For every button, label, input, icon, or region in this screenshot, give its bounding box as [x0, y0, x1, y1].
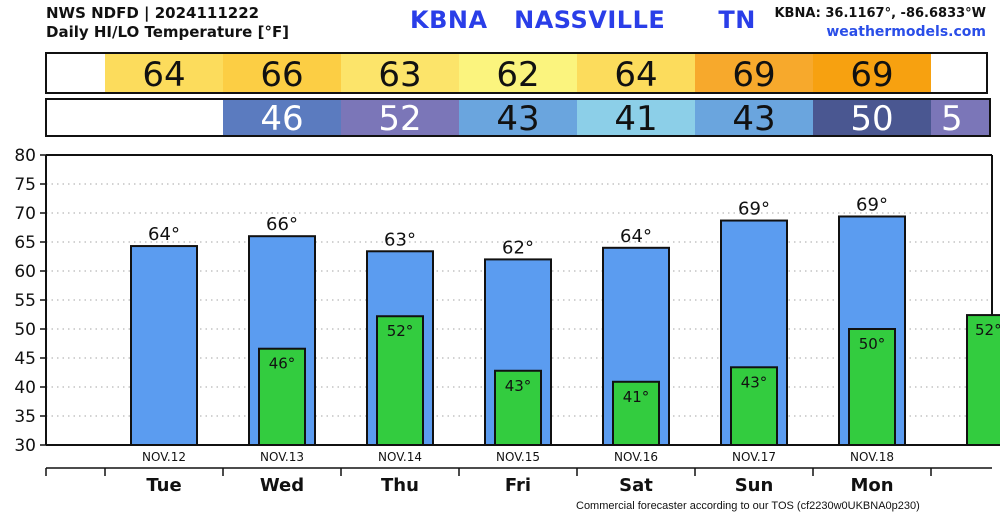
lo-temp-strip: 46 52 43 41 43 50 5 [45, 98, 991, 139]
lo-strip-border [45, 98, 991, 137]
hi-strip-cell [223, 53, 341, 93]
x-date-label: NOV.18 [850, 450, 894, 464]
site-link[interactable]: weathermodels.com [826, 24, 986, 40]
x-day-label: Thu [381, 475, 419, 496]
hi-strip-cell [931, 53, 987, 93]
lo-strip-cell [695, 99, 813, 136]
header-left: NWS NDFD | 2024111222 Daily HI/LO Temper… [46, 4, 289, 42]
hi-strip-cell [105, 53, 223, 93]
x-date-label: NOV.15 [496, 450, 540, 464]
hi-bar-label: 64° [620, 226, 652, 247]
hi-strip-cell [813, 53, 931, 93]
hi-strip-cell [577, 53, 695, 93]
x-day-label: Sat [619, 475, 653, 496]
x-day-label: Sun [735, 475, 774, 496]
lo-bar [494, 369, 542, 447]
x-date-label: NOV.17 [732, 450, 776, 464]
lo-bar [848, 328, 896, 446]
lo-strip-value: 52 [378, 99, 421, 139]
lo-strip-value: 43 [496, 99, 539, 139]
hi-bar-label: 62° [502, 237, 534, 258]
y-tick-label: 70 [14, 204, 36, 224]
hi-temp-strip: 64 66 63 62 64 69 69 [45, 52, 988, 95]
y-tick-label: 30 [14, 436, 36, 456]
lo-strip-value: 5 [941, 99, 963, 139]
lo-strip-cell [577, 99, 695, 136]
lo-strip-cell [931, 99, 990, 136]
hi-bar-label: 66° [266, 214, 298, 235]
hi-strip-value: 63 [378, 55, 421, 95]
hi-strip-cell [46, 53, 105, 93]
lo-strip-value: 41 [614, 99, 657, 139]
header-right: KBNA: 36.1167°, -86.6833°W weathermodels… [774, 4, 986, 42]
x-day-label: Tue [146, 475, 181, 496]
hi-strip-value: 64 [142, 55, 185, 95]
hi-bar-label: 64° [148, 224, 180, 245]
y-tick-label: 55 [14, 291, 36, 311]
bar-series: 64° 66° 63° 62° 64° 69° 69° 46° 52° 43° 41° 43° 50° 5… [130, 194, 1000, 447]
x-day-label: Wed [260, 475, 304, 496]
lo-strip-cell [46, 99, 223, 136]
y-tick-label: 40 [14, 378, 36, 398]
lo-strip-cell [223, 99, 341, 136]
lo-bar-label: 52° [387, 322, 414, 340]
lo-bar-label: 52° [975, 321, 1000, 339]
y-tick-label: 80 [14, 146, 36, 166]
hi-strip-value: 69 [732, 55, 775, 95]
x-axis: NOV.12 NOV.13 NOV.14 NOV.15 NOV.16 NOV.17 NOV.… [45, 444, 992, 496]
x-day-label: Mon [850, 475, 893, 496]
hi-strip-cell [459, 53, 577, 93]
lo-strip-value: 46 [260, 99, 303, 139]
chart-subtitle: Daily HI/LO Temperature [°F] [46, 23, 290, 41]
y-tick-label: 45 [14, 349, 36, 369]
hi-bar-label: 69° [856, 194, 888, 215]
lo-bar-label: 43° [741, 373, 768, 391]
x-day-label: Fri [505, 475, 531, 496]
lo-strip-value: 50 [850, 99, 893, 139]
hi-strip-border [45, 52, 988, 94]
y-tick-label: 50 [14, 320, 36, 340]
x-date-label: NOV.12 [142, 450, 186, 464]
hi-bar-label: 69° [738, 199, 770, 220]
lo-bar-label: 43° [505, 377, 532, 395]
lo-bar [612, 380, 660, 446]
y-tick-label: 60 [14, 262, 36, 282]
hi-strip-value: 64 [614, 55, 657, 95]
x-date-label: NOV.14 [378, 450, 422, 464]
temperature-chart: 64 66 63 62 64 69 69 46 52 43 41 43 50 5 30 35 40 45 50 5… [14, 52, 1000, 496]
lo-strip-cell [813, 99, 931, 136]
y-tick-label: 65 [14, 233, 36, 253]
hi-bar-label: 63° [384, 229, 416, 250]
station-title: KBNA NASSVILLE TN [410, 6, 756, 34]
hi-strip-value: 62 [496, 55, 539, 95]
hi-strip-value: 69 [850, 55, 893, 95]
station-coords: KBNA: 36.1167°, -86.6833°W [774, 6, 986, 21]
lo-strip-cell [341, 99, 459, 136]
hi-bar [130, 245, 198, 446]
x-date-label: NOV.16 [614, 450, 658, 464]
lo-bar-label: 41° [623, 388, 650, 406]
x-date-label: NOV.13 [260, 450, 304, 464]
source-line: NWS NDFD | 2024111222 [46, 4, 260, 22]
y-tick-label: 35 [14, 407, 36, 427]
hi-strip-cell [341, 53, 459, 93]
lo-bar-label: 50° [859, 335, 886, 353]
lo-strip-cell [459, 99, 577, 136]
lo-bar-label: 46° [269, 355, 296, 373]
footer-note: Commercial forecaster according to our T… [576, 500, 920, 512]
y-tick-label: 75 [14, 175, 36, 195]
hi-strip-value: 66 [260, 55, 303, 95]
lo-strip-value: 43 [732, 99, 775, 139]
hi-strip-cell [695, 53, 813, 93]
lo-bar [376, 315, 424, 446]
